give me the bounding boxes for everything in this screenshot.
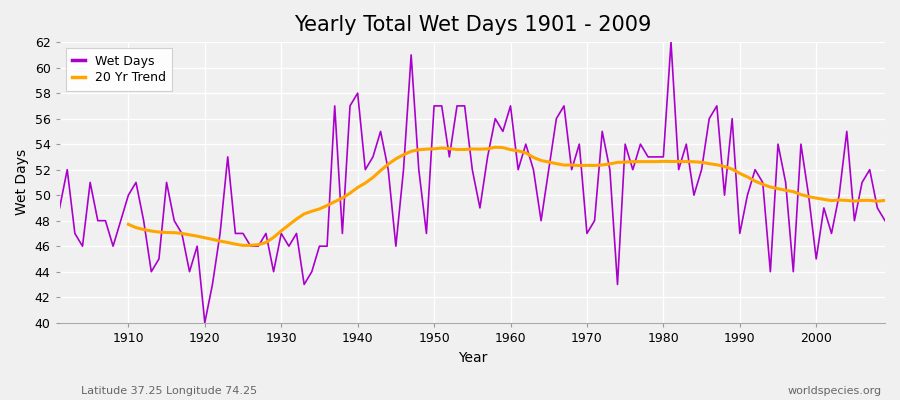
Wet Days [200, 320, 211, 325]
20 Yr Trend [123, 222, 134, 227]
Legend: Wet Days, 20 Yr Trend: Wet Days, 20 Yr Trend [66, 48, 172, 91]
Title: Yearly Total Wet Days 1901 - 2009: Yearly Total Wet Days 1901 - 2009 [293, 15, 651, 35]
Wet Days [513, 167, 524, 172]
Wet Days [54, 206, 65, 210]
20 Yr Trend [833, 198, 844, 202]
Line: 20 Yr Trend: 20 Yr Trend [129, 147, 885, 246]
20 Yr Trend [275, 228, 286, 233]
X-axis label: Year: Year [457, 351, 487, 365]
20 Yr Trend [306, 209, 317, 214]
Line: Wet Days: Wet Days [59, 42, 885, 323]
Wet Days [505, 104, 516, 108]
Wet Days [879, 218, 890, 223]
Wet Days [291, 231, 302, 236]
Wet Days [605, 167, 616, 172]
Text: worldspecies.org: worldspecies.org [788, 386, 882, 396]
20 Yr Trend [590, 163, 600, 168]
Text: Latitude 37.25 Longitude 74.25: Latitude 37.25 Longitude 74.25 [81, 386, 257, 396]
20 Yr Trend [528, 155, 539, 160]
20 Yr Trend [490, 145, 500, 150]
20 Yr Trend [879, 198, 890, 203]
Wet Days [115, 218, 126, 223]
Wet Days [666, 40, 677, 44]
20 Yr Trend [238, 243, 248, 248]
Y-axis label: Wet Days: Wet Days [15, 149, 29, 216]
Wet Days [337, 231, 347, 236]
20 Yr Trend [857, 198, 868, 203]
